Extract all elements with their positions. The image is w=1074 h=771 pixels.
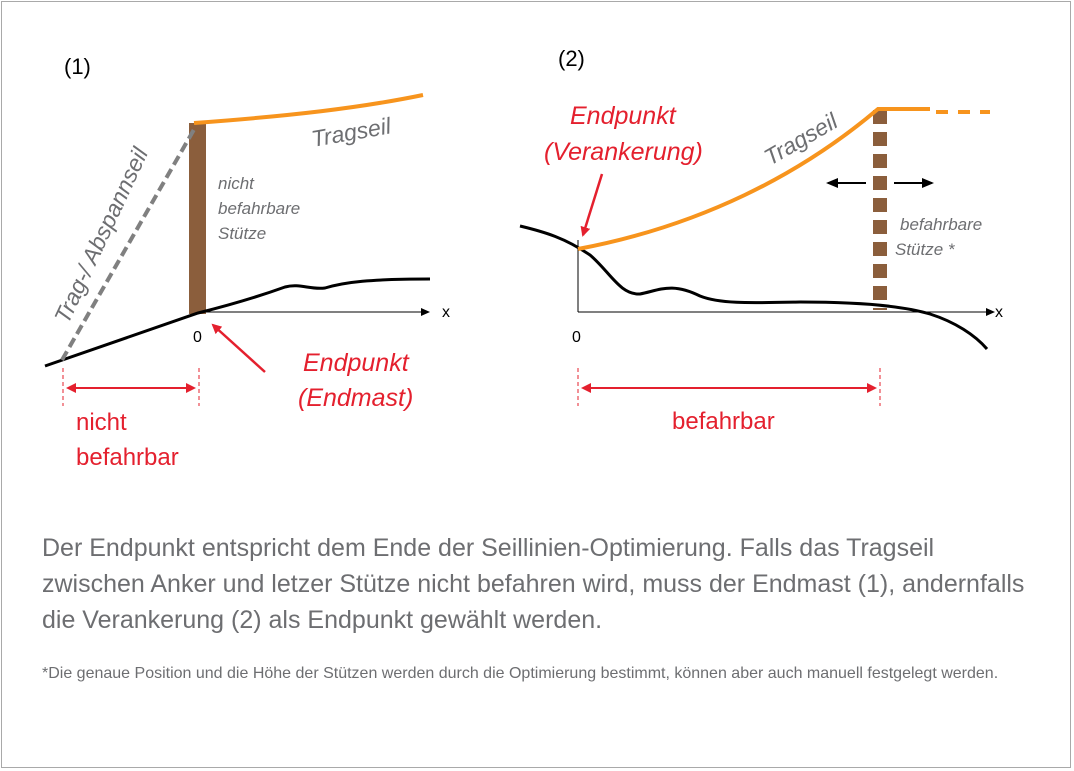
panel-2-terrain bbox=[519, 224, 989, 350]
panel-2-support-label-line1: befahrbare bbox=[900, 215, 982, 234]
footnote-text: *Die genaue Position und die Höhe der St… bbox=[42, 665, 999, 682]
panel-2-carrying-rope bbox=[577, 107, 930, 251]
panel-1-terrain bbox=[44, 277, 431, 368]
panel-2-label: (2) bbox=[558, 46, 585, 71]
panel-1-endpoint-arrow bbox=[211, 323, 266, 373]
panel-1-mast-label-line2: befahrbare bbox=[218, 199, 300, 218]
caption-text: Der Endpunkt entspricht dem Ende der Sei… bbox=[42, 534, 1025, 634]
panel-2-x-axis-arrow bbox=[986, 308, 995, 316]
cable-line-diagram: (1) x 0 Tragseil Trag-/ Abspannseil nich… bbox=[44, 46, 1003, 471]
panel-1-mast-label-line3: Stütze bbox=[218, 224, 266, 243]
panel-2-endpoint-label-line1: Endpunkt bbox=[570, 102, 677, 130]
panel-1-x-axis-arrow bbox=[421, 308, 430, 316]
panel-1-origin-label: 0 bbox=[193, 329, 202, 346]
panel-1-range-label-line1: nicht bbox=[76, 409, 127, 436]
panel-2-origin-label: 0 bbox=[572, 329, 581, 346]
panel-2-range-label: befahrbar bbox=[672, 408, 775, 435]
panel-2-support-label-line2: Stütze * bbox=[895, 240, 956, 259]
panel-1: (1) x 0 Tragseil Trag-/ Abspannseil nich… bbox=[44, 54, 450, 471]
panel-1-endpoint-label-line2: (Endmast) bbox=[298, 384, 413, 412]
panel-2-x-axis-label: x bbox=[995, 304, 1003, 321]
panel-1-mast-label-line1: nicht bbox=[218, 174, 255, 193]
panel-1-abspannseil-label: Trag-/ Abspannseil bbox=[49, 143, 153, 327]
panel-2-endpoint-label-line2: (Verankerung) bbox=[544, 138, 703, 166]
panel-2-tragseil-label: Tragseil bbox=[760, 107, 843, 170]
panel-2-endpoint-arrow bbox=[580, 173, 604, 237]
panel-1-tragseil-label: Tragseil bbox=[309, 112, 393, 152]
panel-1-endpoint-label-line1: Endpunkt bbox=[303, 349, 410, 377]
panel-1-label: (1) bbox=[64, 54, 91, 79]
panel-1-x-axis-label: x bbox=[442, 304, 450, 321]
panel-1-range-label-line2: befahrbar bbox=[76, 444, 179, 471]
panel-2: (2) x 0 Tragseil befahrbare Stütze * End… bbox=[519, 46, 1003, 435]
panel-1-carrying-rope bbox=[193, 93, 424, 125]
panel-1-end-mast bbox=[189, 123, 206, 314]
